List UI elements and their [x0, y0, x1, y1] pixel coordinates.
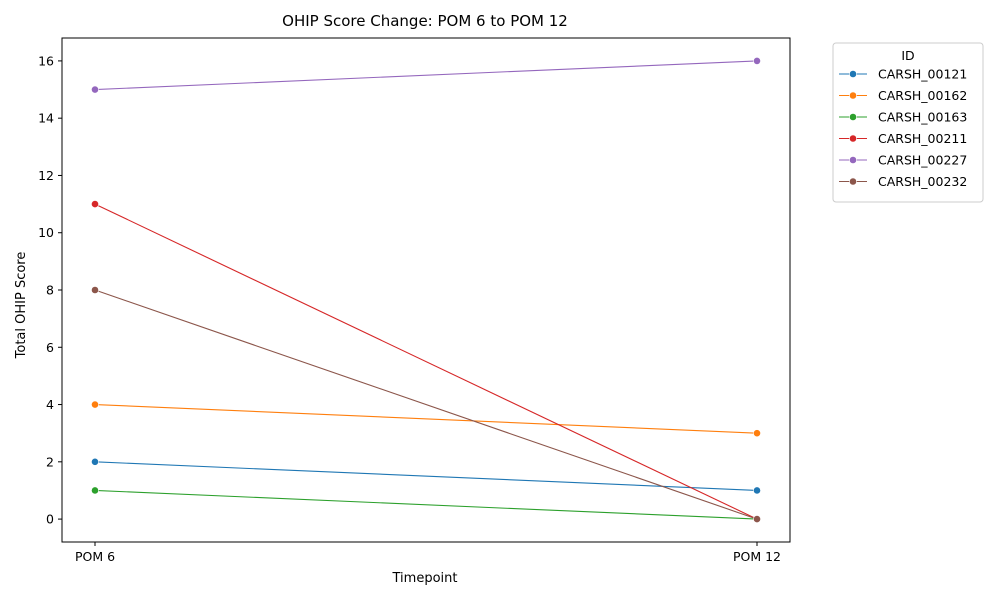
- legend: ID CARSH_00121 CARSH_00162 CARSH_00163 CARSH…: [832, 42, 984, 203]
- x-axis-title: Timepoint: [392, 571, 458, 586]
- series-line-0: [94, 461, 758, 492]
- legend-label-5: CARSH_00232: [878, 174, 967, 189]
- legend-marker-0: [849, 70, 857, 78]
- y-tick-label-7: 14: [38, 111, 54, 126]
- legend-marker-3: [849, 134, 857, 143]
- data-point-2-0: [91, 486, 99, 495]
- data-point-0-1: [753, 486, 761, 495]
- legend-title: ID: [901, 48, 914, 63]
- data-point-1-0: [91, 400, 99, 409]
- series-line-3: [94, 203, 758, 520]
- series-line-4: [94, 60, 758, 91]
- plot-area: [61, 37, 791, 543]
- legend-box: [832, 42, 984, 203]
- y-tick-label-8: 16: [38, 53, 54, 68]
- data-point-5-1: [753, 515, 761, 523]
- data-point-4-0: [91, 85, 99, 94]
- legend-label-3: CARSH_00211: [878, 131, 967, 146]
- y-tick-label-3: 6: [46, 340, 54, 355]
- x-tick-label-0: POM 6: [75, 549, 115, 564]
- x-tick-label-1: POM 12: [733, 549, 781, 564]
- y-tick-label-6: 12: [38, 168, 54, 183]
- data-point-5-0: [91, 286, 99, 294]
- y-tick-label-0: 0: [46, 512, 54, 527]
- legend-label-0: CARSH_00121: [878, 67, 967, 82]
- y-tick-label-2: 4: [46, 397, 54, 412]
- legend-label-4: CARSH_00227: [878, 153, 967, 168]
- legend-marker-1: [849, 91, 857, 100]
- y-tick-label-5: 10: [38, 225, 54, 240]
- legend-marker-5: [849, 177, 857, 186]
- plot-frame: [61, 37, 791, 543]
- legend-marker-4: [849, 156, 857, 164]
- x-axis: POM 6 POM 12: [75, 542, 781, 564]
- series-line-2: [94, 489, 758, 520]
- chart-title: OHIP Score Change: POM 6 to POM 12: [282, 12, 568, 30]
- y-tick-label-4: 8: [46, 283, 54, 298]
- y-axis: 0 2 4 6 8 10 12 14 16: [38, 53, 62, 527]
- y-tick-label-1: 2: [46, 454, 54, 469]
- y-axis-title: Total OHIP Score: [14, 252, 29, 360]
- data-point-3-0: [91, 200, 99, 208]
- data-point-0-0: [91, 457, 99, 466]
- legend-label-1: CARSH_00162: [878, 88, 967, 103]
- series-line-1: [94, 403, 758, 434]
- legend-marker-2: [849, 113, 857, 121]
- data-point-1-1: [753, 429, 761, 438]
- legend-label-2: CARSH_00163: [878, 110, 967, 125]
- data-point-4-1: [753, 57, 761, 65]
- series-line-5: [94, 289, 758, 520]
